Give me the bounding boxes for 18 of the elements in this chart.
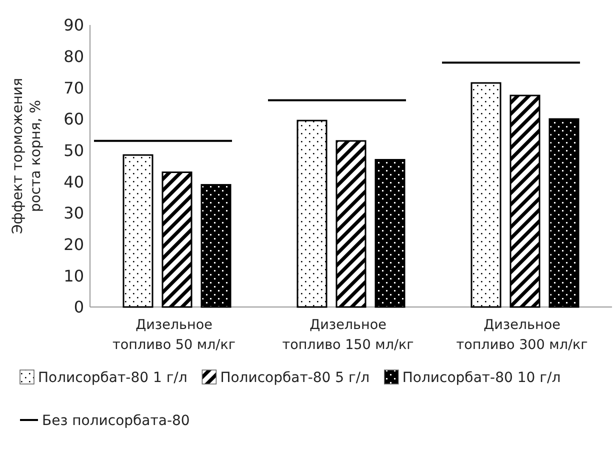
- y-tick-label: 30: [64, 204, 84, 223]
- x-tick-label: Дизельное топливо 50 мл/кг: [112, 317, 236, 353]
- y-tick-label: 20: [64, 234, 84, 254]
- legend-label: Полисорбат-80 1 г/л: [38, 370, 188, 386]
- y-tick-label: 0: [74, 298, 84, 317]
- y-tick-label: 90: [64, 16, 84, 35]
- y-tick-label: 40: [64, 172, 84, 192]
- y-tick-label: 80: [64, 46, 84, 66]
- y-tick-label: 50: [64, 140, 84, 160]
- legend-label: Полисорбат-80 5 г/л: [220, 370, 370, 386]
- legend-label: Без полисорбата-80: [42, 412, 190, 429]
- y-axis-title: Эффект торможения роста корня, %: [10, 78, 44, 234]
- x-tick-label: Дизельное топливо 150 мл/кг: [282, 317, 414, 353]
- y-tick-label: 60: [64, 110, 84, 129]
- y-tick-label: 70: [64, 78, 84, 98]
- y-tick-label: 10: [64, 266, 84, 286]
- x-tick-label: Дизельное топливо 300 мл/кг: [456, 317, 588, 353]
- legend-label: Полисорбат-80 10 г/л: [402, 370, 561, 386]
